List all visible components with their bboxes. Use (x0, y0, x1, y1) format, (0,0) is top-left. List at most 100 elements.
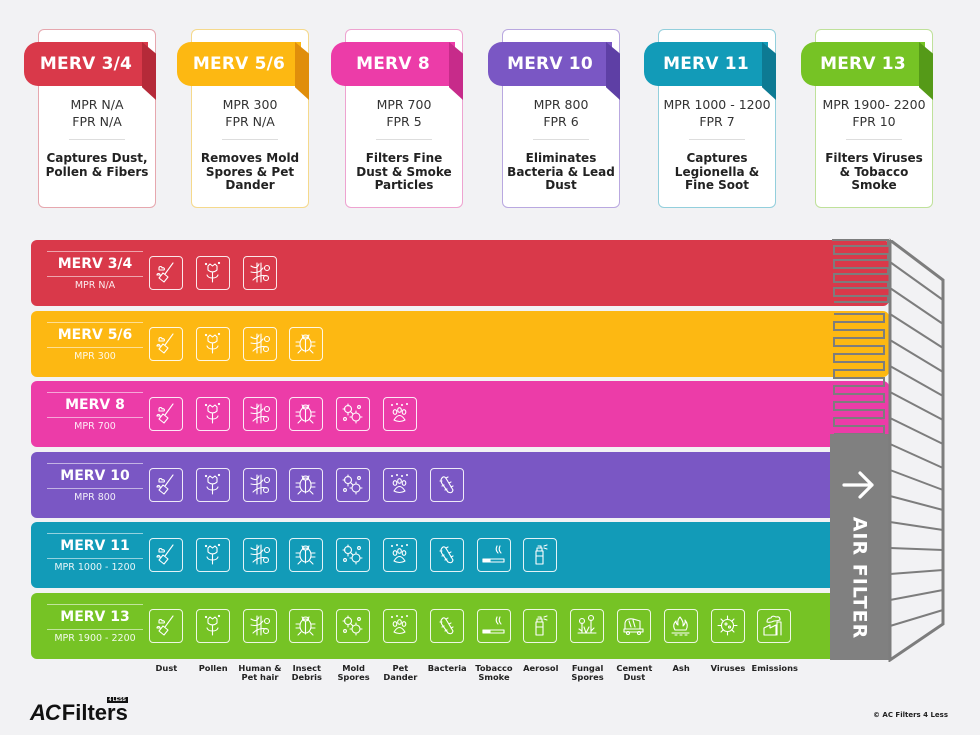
insect-bug-icon (289, 609, 324, 643)
card-tag: MERV 3/4 (24, 42, 156, 100)
bar-label: MERV 5/6 MPR 300 (45, 322, 145, 366)
divider (69, 139, 125, 140)
card-title: MERV 5/6 (192, 54, 286, 74)
particle-icons (149, 538, 570, 572)
legend-label: Fungal Spores (571, 663, 604, 682)
card-description: Captures Dust, Pollen & Fibers (45, 151, 149, 179)
bar-merv-10: MERV 10 MPR 800 (31, 452, 889, 518)
bar-label: MERV 10 MPR 800 (45, 463, 145, 507)
dust-broom-icon (149, 327, 183, 361)
hair-icon (242, 397, 277, 431)
mold-spores-icon (336, 609, 371, 643)
cigarette-icon (476, 609, 511, 643)
bar-merv-5-6: MERV 5/6 MPR 300 (31, 311, 889, 377)
hair-icon (242, 468, 277, 502)
particle-icons (149, 397, 430, 431)
paw-icon (382, 397, 417, 431)
filter-side-panel (888, 240, 945, 662)
particle-legend: Dust Pollen Human & Pet hair Insect Debris M… (143, 664, 798, 682)
particle-icons (149, 327, 336, 361)
hair-icon (242, 538, 277, 572)
dust-broom-icon (149, 256, 183, 290)
mold-spores-icon (336, 538, 371, 572)
bar-merv-13: MERV 13 MPR 1900 - 2200 (31, 593, 889, 659)
card-description: Captures Legionella & Fine Soot (674, 151, 760, 192)
insect-bug-icon (289, 327, 324, 361)
card-title: MERV 13 (820, 54, 906, 74)
copyright-text: © AC Filters 4 Less (872, 711, 948, 719)
hair-icon (242, 256, 277, 290)
cigarette-icon (476, 538, 511, 572)
pollen-flower-icon (195, 327, 230, 361)
card-title: MERV 8 (356, 54, 430, 74)
insect-bug-icon (289, 397, 324, 431)
pollen-flower-icon (195, 256, 230, 290)
divider (222, 139, 278, 140)
dust-broom-icon (149, 468, 183, 502)
legend-label: Bacteria (427, 663, 467, 673)
arrow-right-icon (842, 470, 876, 504)
legend-label: Insect Debris (291, 663, 322, 682)
legend-label: Cement Dust (616, 663, 653, 682)
divider (689, 139, 745, 140)
fire-ash-icon (663, 609, 698, 643)
card-merv-3-4: MERV 3/4 MPR N/A FPR N/A Captures Dust, P… (24, 29, 156, 208)
hair-icon (242, 327, 277, 361)
legend-label: Pollen (198, 663, 228, 673)
legend-label: Human & Pet hair (238, 663, 282, 682)
card-specs: MPR 800 FPR 6 (533, 97, 589, 129)
bacteria-icon (429, 609, 464, 643)
legend-label: Mold Spores (337, 663, 370, 682)
dust-broom-icon (149, 397, 183, 431)
hair-icon (242, 609, 277, 643)
card-merv-8: MERV 8 MPR 700 FPR 5 Filters Fine Dust & … (331, 29, 463, 208)
aerosol-spray-icon (523, 538, 558, 572)
emissions-factory-icon (757, 609, 792, 643)
mold-spores-icon (336, 468, 371, 502)
card-merv-13: MERV 13 MPR 1900- 2200 FPR 10 Filters Vir… (801, 29, 933, 208)
card-tag: MERV 5/6 (177, 42, 309, 100)
pollen-flower-icon (195, 468, 230, 502)
bar-label: MERV 3/4 MPR N/A (45, 251, 145, 295)
card-description: Eliminates Bacteria & Lead Dust (507, 151, 615, 192)
particle-icons (149, 468, 477, 502)
bar-label: MERV 8 MPR 700 (45, 392, 145, 436)
pollen-flower-icon (195, 397, 230, 431)
pollen-flower-icon (195, 609, 230, 643)
aerosol-spray-icon (523, 609, 558, 643)
insect-bug-icon (289, 538, 324, 572)
card-specs: MPR 300 FPR N/A (222, 97, 278, 129)
dust-broom-icon (149, 538, 183, 572)
bar-merv-11: MERV 11 MPR 1000 - 1200 (31, 522, 889, 588)
card-title: MERV 11 (663, 54, 749, 74)
bar-label: MERV 13 MPR 1900 - 2200 (45, 604, 145, 648)
particle-icons (149, 256, 289, 290)
card-title: MERV 10 (507, 54, 593, 74)
dust-broom-icon (149, 609, 183, 643)
particle-icons (149, 609, 804, 643)
mold-spores-icon (336, 397, 371, 431)
bar-merv-3-4: MERV 3/4 MPR N/A (31, 240, 889, 306)
legend-label: Viruses (710, 663, 746, 673)
paw-icon (382, 468, 417, 502)
card-description: Filters Fine Dust & Smoke Particles (356, 151, 452, 192)
card-specs: MPR N/A FPR N/A (70, 97, 124, 129)
card-merv-10: MERV 10 MPR 800 FPR 6 Eliminates Bacteria… (488, 29, 620, 208)
cement-mixer-icon (616, 609, 651, 643)
insect-bug-icon (289, 468, 324, 502)
card-specs: MPR 1900- 2200 FPR 10 (822, 97, 926, 129)
pollen-flower-icon (195, 538, 230, 572)
card-tag: MERV 13 (801, 42, 933, 100)
bar-label: MERV 11 MPR 1000 - 1200 (45, 533, 145, 577)
divider (846, 139, 902, 140)
card-merv-5-6: MERV 5/6 MPR 300 FPR N/A Removes Mold Spo… (177, 29, 309, 208)
card-tag: MERV 8 (331, 42, 463, 100)
bacteria-icon (429, 468, 464, 502)
paw-icon (382, 609, 417, 643)
legend-label: Ash (672, 663, 690, 673)
divider (376, 139, 432, 140)
card-tag: MERV 11 (644, 42, 776, 100)
virus-icon (710, 609, 745, 643)
card-merv-11: MERV 11 MPR 1000 - 1200 FPR 7 Captures Le… (644, 29, 776, 208)
bacteria-icon (429, 538, 464, 572)
